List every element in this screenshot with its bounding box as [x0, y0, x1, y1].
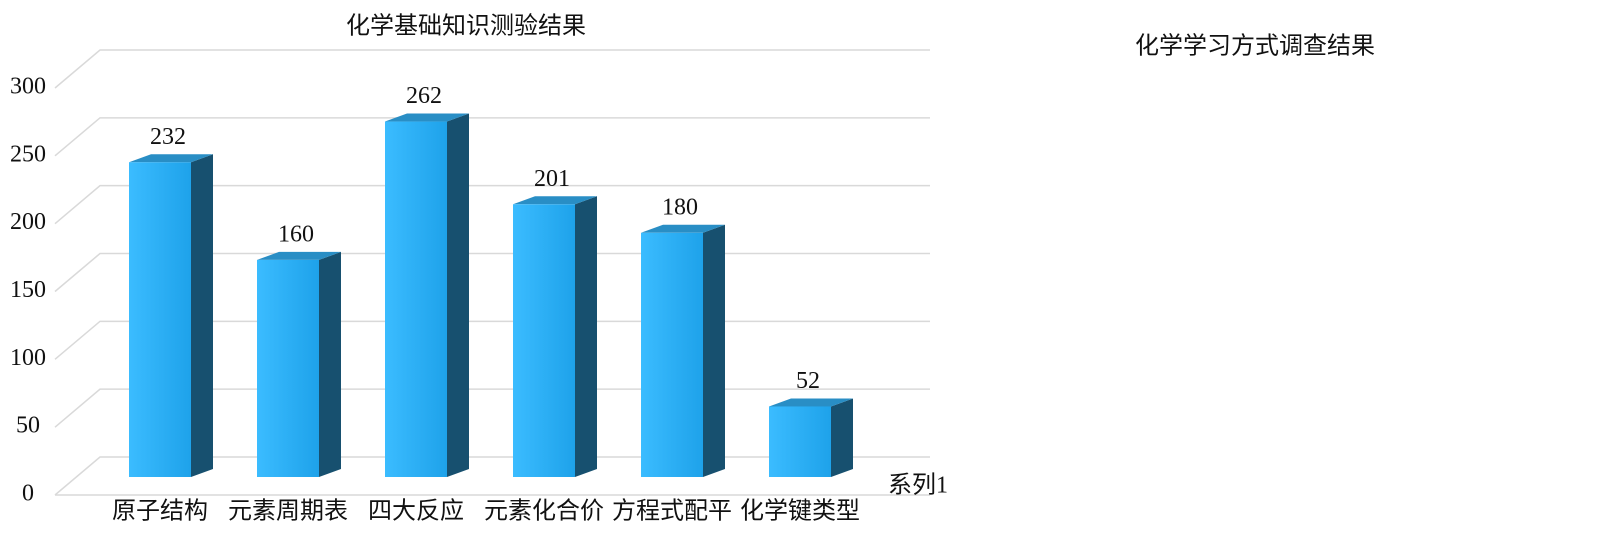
- bar-face: [641, 224, 725, 233]
- bar-face: [641, 232, 703, 477]
- y-tick-label: 250: [10, 141, 46, 167]
- data-label: 160: [278, 221, 314, 247]
- x-tick-label: 方程式配平: [612, 498, 732, 525]
- x-tick-label: 四大反应: [368, 498, 464, 525]
- data-label: 52: [796, 368, 820, 394]
- x-tick-label: 化学键类型: [740, 498, 860, 525]
- bar: [129, 154, 213, 477]
- bar-face: [575, 196, 597, 477]
- bar: [257, 251, 341, 477]
- grid-line: [54, 49, 930, 89]
- data-label: 8%: [1193, 176, 1225, 202]
- slice-label: 手机、电脑等自主学习…: [1113, 307, 1377, 334]
- bar-face: [769, 398, 853, 407]
- data-label: 19%: [1067, 225, 1111, 251]
- bar: [513, 196, 597, 477]
- bar-face: [191, 154, 213, 477]
- data-label: 30%: [1383, 212, 1427, 238]
- y-tick-label: 50: [16, 413, 40, 439]
- bar-face: [447, 113, 469, 477]
- bar-face: [513, 196, 597, 205]
- y-tick-label: 150: [10, 277, 46, 303]
- data-label: 201: [534, 166, 570, 192]
- chart-title: 化学基础知识测验结果: [346, 13, 586, 40]
- series-label: 系列1: [888, 472, 948, 499]
- y-tick-label: 0: [22, 481, 34, 507]
- bar-face: [513, 204, 575, 477]
- data-label: 232: [150, 124, 186, 150]
- bar-face: [257, 251, 341, 260]
- slice-label: 小组合作学习: [1017, 196, 1161, 223]
- bar-face: [831, 398, 853, 477]
- bar-face: [129, 162, 191, 477]
- bar: [385, 113, 469, 477]
- bar-face: [319, 251, 341, 477]
- bar: [769, 398, 853, 477]
- chart-title: 化学学习方式调查结果: [1135, 33, 1375, 60]
- slice-label: 其它: [1185, 147, 1233, 174]
- bar-face: [703, 224, 725, 477]
- bar-face: [769, 406, 831, 477]
- bar-face: [129, 154, 213, 163]
- x-tick-label: 元素化合价: [484, 498, 604, 525]
- bar-face: [257, 259, 319, 477]
- grid-line: [54, 117, 930, 157]
- bar-face: [385, 121, 447, 477]
- y-tick-label: 100: [10, 345, 46, 371]
- bar-face: [385, 113, 469, 122]
- data-label: 180: [662, 194, 698, 220]
- y-tick-label: 300: [10, 74, 46, 100]
- data-label: 262: [406, 83, 442, 109]
- x-tick-label: 原子结构: [112, 498, 208, 525]
- bar: [641, 224, 725, 477]
- x-tick-label: 元素周期表: [228, 498, 348, 525]
- y-tick-label: 200: [10, 209, 46, 235]
- slice-label: 动手操作: [1357, 183, 1453, 210]
- grid-line: [54, 184, 930, 225]
